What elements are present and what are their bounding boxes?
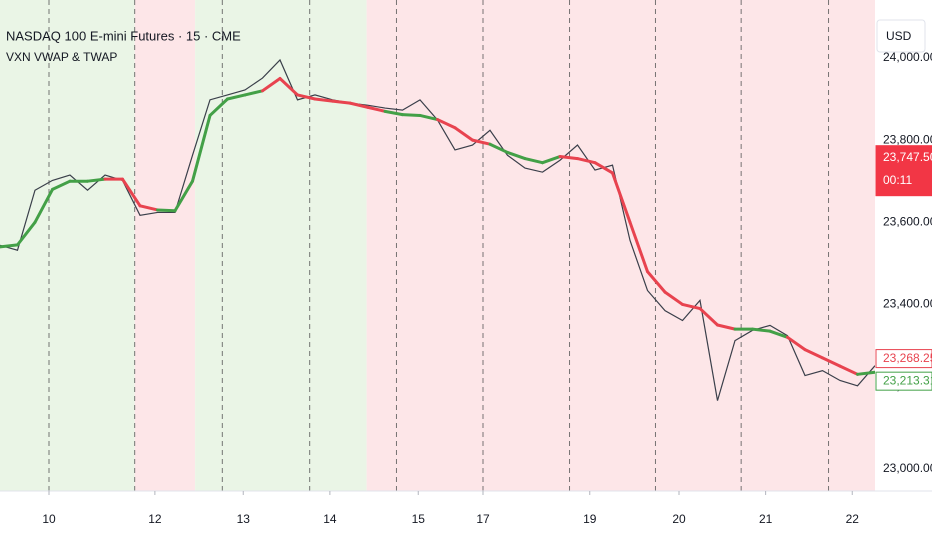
vwap-segment <box>138 204 159 212</box>
vwap-segment <box>313 97 334 103</box>
vwap-segment <box>681 302 702 311</box>
vwap-segment <box>418 113 439 122</box>
vwap-segment <box>541 155 562 165</box>
vwap-segment <box>33 187 54 224</box>
price-label: 23,747.50 <box>883 150 932 164</box>
vwap-segment <box>16 220 37 247</box>
vwap-segment <box>348 101 369 109</box>
backgrounds <box>0 0 879 491</box>
vwap-segment <box>331 99 352 105</box>
session-background <box>0 0 135 491</box>
vwap-segment <box>401 113 422 117</box>
labels: 23,000.0023,200.0023,400.0023,600.0023,8… <box>42 50 932 526</box>
vwap-segment <box>698 307 719 327</box>
currency: USD <box>886 29 912 43</box>
vwap-segment <box>261 76 282 93</box>
vwap-segment <box>751 327 772 333</box>
vwap-segment <box>646 270 667 294</box>
vwap-segment <box>768 329 789 339</box>
price-label-box <box>875 145 932 197</box>
price-label: 23,268.25 <box>883 351 932 365</box>
currency-box[interactable] <box>876 19 926 53</box>
x-tick-label: 22 <box>846 512 860 526</box>
x-tick-label: 20 <box>672 512 686 526</box>
vwap-segment <box>383 109 404 117</box>
vwap-segment <box>453 126 474 142</box>
price-axis <box>875 0 932 550</box>
y-tick-label: 23,600.00 <box>883 214 932 228</box>
vwap-segment <box>523 157 544 165</box>
session-background <box>195 0 367 491</box>
price-label: 23,213.31 <box>883 373 932 387</box>
vwap-segment <box>191 113 212 183</box>
vwap-segment <box>173 179 194 213</box>
plot <box>0 58 877 401</box>
x-tick-label: 17 <box>476 512 490 526</box>
vwap-segment <box>576 157 597 165</box>
vwap-segment <box>716 323 737 331</box>
vwap-segment <box>803 348 824 360</box>
vwap-segment <box>663 290 684 306</box>
x-tick-label: 21 <box>759 512 773 526</box>
vwap-segment <box>296 93 317 101</box>
vwap-segment <box>121 177 142 208</box>
vwap-segment <box>278 76 299 97</box>
indicator-name: VXN VWAP & TWAP <box>6 50 117 64</box>
vwap-segment <box>366 105 387 113</box>
vwap-segment <box>471 138 492 146</box>
x-tick-label: 15 <box>412 512 426 526</box>
vwap-segment <box>593 161 614 175</box>
vwap-segment <box>156 208 177 213</box>
vwap-segment <box>558 155 579 161</box>
session-background <box>134 0 196 491</box>
vwap-segment <box>51 179 72 191</box>
y-tick-label: 23,400.00 <box>883 297 932 311</box>
vwap-segment <box>0 243 19 249</box>
price-label-box <box>875 371 932 391</box>
y-tick-label: 24,000.00 <box>883 50 932 64</box>
vwap-segment <box>86 177 107 183</box>
vwap-segment <box>611 171 632 224</box>
vwap-segment <box>436 118 457 130</box>
session-background <box>366 0 875 491</box>
vwap-segment <box>786 335 807 352</box>
price-label-box <box>875 349 932 369</box>
x-tick-label: 12 <box>148 512 162 526</box>
x-tick-label: 13 <box>237 512 251 526</box>
vwap-segment <box>838 364 859 376</box>
x-tick-label: 10 <box>42 512 56 526</box>
chart-title: NASDAQ 100 E-mini Futures · 15 · CME <box>6 28 241 43</box>
y-tick-label: 23,800.00 <box>883 132 932 146</box>
x-tick-label: 14 <box>323 512 337 526</box>
y-tick-label: 23,000.00 <box>883 461 932 475</box>
vwap-segment <box>243 89 264 97</box>
vwap-segment <box>226 93 247 101</box>
vwap-segment <box>856 370 877 376</box>
vwap-segment <box>488 142 509 154</box>
vwap-segment <box>821 356 842 368</box>
price-timer: 00:11 <box>883 173 912 187</box>
vwap-segment <box>628 220 649 274</box>
vwap-segment <box>506 150 527 161</box>
x-tick-label: 19 <box>583 512 597 526</box>
vwap-segment <box>208 97 229 117</box>
